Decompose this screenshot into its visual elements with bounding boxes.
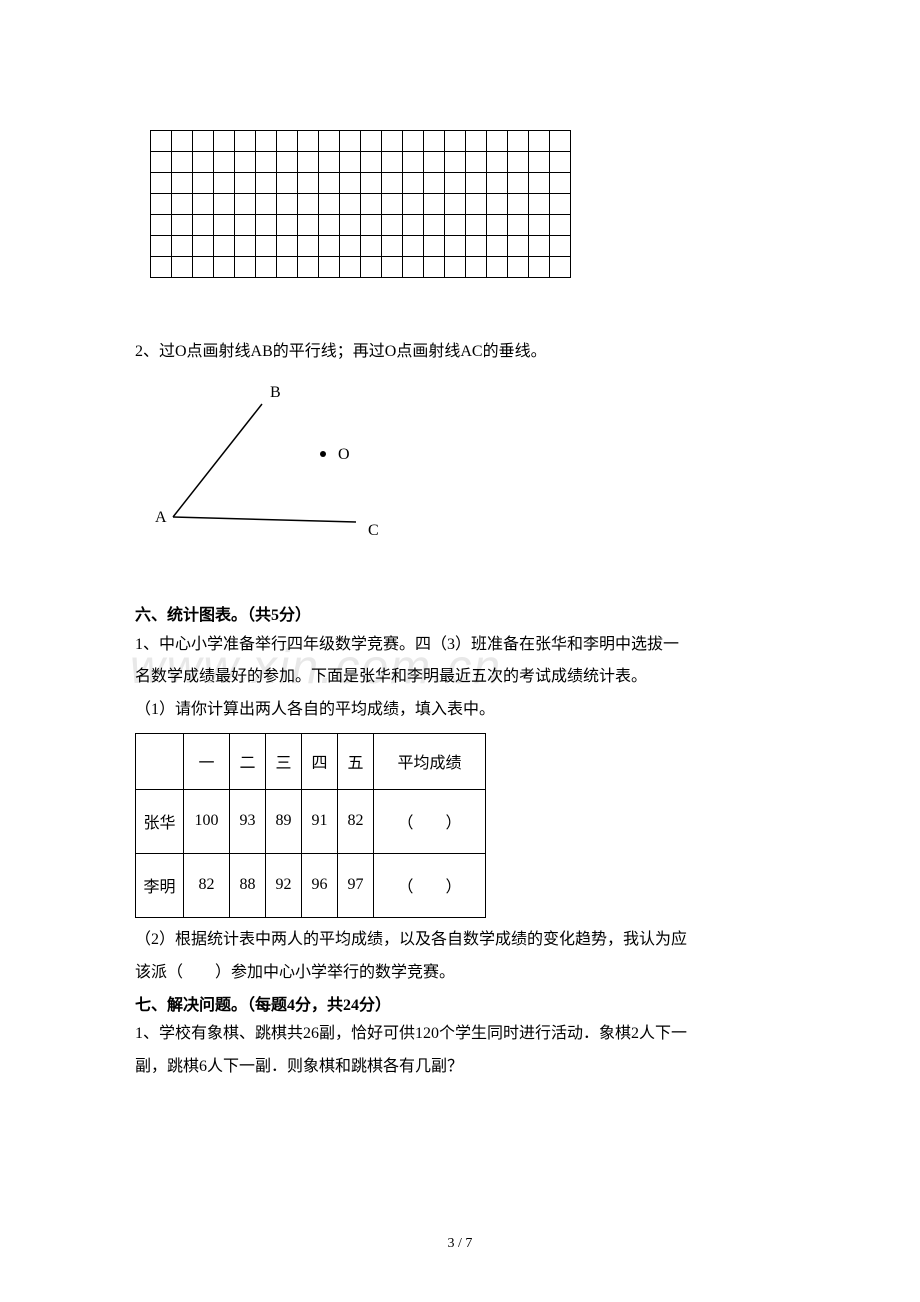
table-row: 李明8288929697（ ） [136,853,486,917]
table-header: 平均成绩 [374,733,486,789]
section-6-intro-1: 1、中心小学准备举行四年级数学竞赛。四（3）班准备在张华和李明中选拔一 [135,631,785,660]
svg-text:B: B [270,384,281,401]
section-6-title: 六、统计图表。（共5分） [135,602,785,631]
section-7-q1-line1: 1、学校有象棋、跳棋共26副，恰好可供120个学生同时进行活动．象棋2人下一 [135,1020,785,1049]
section-6-sub2-line2: 该派（ ）参加中心小学举行的数学竞赛。 [135,959,785,988]
svg-text:O: O [338,446,350,463]
geometry-diagram: A B C O [143,382,393,542]
table-header: 三 [266,733,302,789]
svg-text:C: C [368,522,379,539]
table-header [136,733,184,789]
table-row: 张华10093899182（ ） [136,789,486,853]
page-number: 3 / 7 [0,1236,920,1252]
section-6-sub2-line1: （2）根据统计表中两人的平均成绩，以及各自数学成绩的变化趋势，我认为应 [135,926,785,955]
score-table: 一二三四五平均成绩张华10093899182（ ）李明8288929697（ ） [135,733,486,918]
table-header: 四 [302,733,338,789]
question-2-text: 2、过O点画射线AB的平行线；再过O点画射线AC的垂线。 [135,338,785,367]
table-header: 二 [230,733,266,789]
page-content: 2、过O点画射线AB的平行线；再过O点画射线AC的垂线。 A B C O 六、统计图表… [135,130,785,1082]
section-6-sub1: （1）请你计算出两人各自的平均成绩，填入表中。 [135,696,785,725]
answer-grid [150,130,571,278]
svg-text:A: A [155,509,167,526]
section-7-title: 七、解决问题。（每题4分，共24分） [135,992,785,1021]
section-7-q1-line2: 副，跳棋6人下一副．则象棋和跳棋各有几副？ [135,1053,785,1082]
section-6-intro-2: 名数学成绩最好的参加。下面是张华和李明最近五次的考试成绩统计表。 [135,663,785,692]
table-header: 一 [184,733,230,789]
table-header: 五 [338,733,374,789]
